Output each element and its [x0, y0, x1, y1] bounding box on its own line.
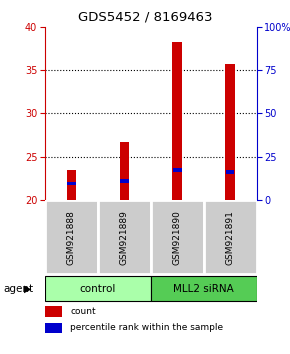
- Text: control: control: [80, 284, 116, 293]
- Bar: [45, 276, 151, 301]
- Bar: [45, 306, 62, 317]
- Text: GDS5452 / 8169463: GDS5452 / 8169463: [78, 11, 212, 24]
- Text: GSM921890: GSM921890: [173, 210, 182, 265]
- Bar: [120, 179, 129, 183]
- Bar: [119, 142, 129, 200]
- Text: GSM921891: GSM921891: [226, 210, 235, 265]
- Bar: [225, 64, 235, 200]
- Bar: [45, 200, 98, 274]
- Bar: [204, 200, 257, 274]
- Bar: [226, 170, 235, 174]
- Text: count: count: [70, 307, 96, 316]
- Text: percentile rank within the sample: percentile rank within the sample: [70, 324, 224, 332]
- Text: GSM921889: GSM921889: [120, 210, 129, 265]
- Text: GSM921888: GSM921888: [67, 210, 76, 265]
- Bar: [173, 168, 182, 172]
- Bar: [151, 200, 204, 274]
- Bar: [98, 200, 151, 274]
- Bar: [67, 170, 76, 200]
- Text: ▶: ▶: [24, 284, 31, 293]
- Bar: [173, 42, 182, 200]
- Bar: [67, 182, 76, 185]
- Bar: [151, 276, 257, 301]
- Text: agent: agent: [3, 284, 33, 293]
- Bar: [45, 323, 62, 333]
- Text: MLL2 siRNA: MLL2 siRNA: [173, 284, 234, 293]
